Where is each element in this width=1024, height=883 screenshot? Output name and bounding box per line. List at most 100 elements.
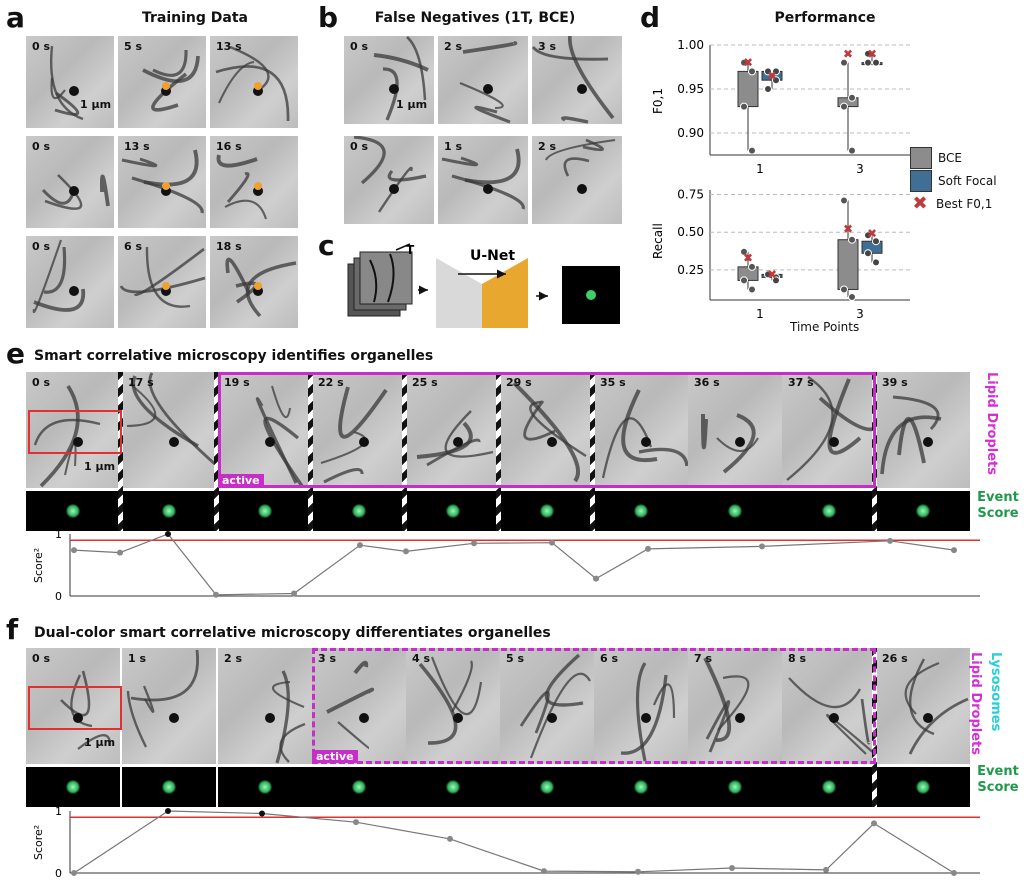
false-negative-tile: 0 s xyxy=(344,36,434,124)
time-label: 13 s xyxy=(216,40,242,53)
score-point xyxy=(353,819,359,826)
y-tick-label: 1.00 xyxy=(677,38,704,52)
training-tile: 5 s xyxy=(118,36,206,128)
score-point xyxy=(951,547,957,554)
score-point xyxy=(471,540,477,547)
time-label: 1 s xyxy=(128,652,147,665)
panel-b-label: b xyxy=(318,1,339,34)
time-label: 3 s xyxy=(318,652,337,665)
event-score-map xyxy=(876,491,970,531)
time-label: 5 s xyxy=(124,40,143,53)
data-point xyxy=(764,67,772,76)
time-label: 2 s xyxy=(538,140,557,153)
training-tile: 13 s xyxy=(210,36,298,128)
y-tick-label: 1 xyxy=(55,528,62,541)
event-score-map xyxy=(26,491,120,531)
e-event-score: Event Score xyxy=(977,490,1019,521)
y-tick-label: 1 xyxy=(55,805,62,818)
time-label: 7 s xyxy=(694,652,713,665)
frame-tile: 26 s xyxy=(876,648,970,764)
legend-best: ✖ Best F0,1 xyxy=(910,193,992,214)
legend-soft-focal-swatch xyxy=(910,170,932,192)
time-label: 3 s xyxy=(538,40,557,53)
event-score-map xyxy=(594,491,688,531)
frame-tile: 17 s xyxy=(122,372,216,488)
frame-tile: 39 s xyxy=(876,372,970,488)
data-point xyxy=(772,76,780,85)
frame-tile: 37 s xyxy=(782,372,876,488)
score-point xyxy=(951,870,957,876)
y-axis-label: Score² xyxy=(32,825,45,860)
event-score-map xyxy=(782,491,876,531)
y-axis-label: Recall xyxy=(651,223,665,259)
stack-frame-1 xyxy=(359,251,413,305)
data-point xyxy=(848,93,856,102)
scalebar-a: 1 µm xyxy=(80,98,112,111)
training-tile: 18 s xyxy=(210,236,298,328)
score-point xyxy=(759,543,765,550)
false-negative-tile: 1 s xyxy=(438,136,528,224)
frame-tile: 25 s xyxy=(406,372,500,488)
score-point xyxy=(165,531,171,537)
data-point xyxy=(748,285,756,294)
panel-d-title: Performance xyxy=(774,10,876,26)
event-score-map xyxy=(500,491,594,531)
score-line xyxy=(73,810,955,874)
event-score-map xyxy=(876,767,970,807)
time-label: 36 s xyxy=(694,376,720,389)
event-marker xyxy=(254,282,262,290)
score-point xyxy=(259,810,265,817)
false-negative-tile: 2 s xyxy=(438,36,528,124)
time-label: 5 s xyxy=(506,652,525,665)
panel-b-title: False Negatives (1T, BCE) xyxy=(374,10,576,26)
roi-box xyxy=(28,686,122,730)
active-chip: active xyxy=(312,750,358,763)
event-marker xyxy=(162,282,170,290)
time-label: 8 s xyxy=(788,652,807,665)
f-lipid-label: Lipid Droplets xyxy=(968,652,983,755)
frame-tile: 0 s xyxy=(26,372,120,488)
best-marker: ✖ xyxy=(867,47,877,61)
t-arrow xyxy=(395,243,411,251)
f-score-plot: 1 0 Score² xyxy=(32,805,980,880)
time-label: 16 s xyxy=(216,140,242,153)
score-point xyxy=(403,548,409,555)
frame-tile: 3 s xyxy=(312,648,406,764)
time-label: 2 s xyxy=(224,652,243,665)
data-point xyxy=(848,292,856,301)
frame-tile: 2 s xyxy=(218,648,312,764)
score-point xyxy=(213,591,219,598)
panel-a-title: Training Data xyxy=(142,10,248,26)
data-point xyxy=(848,146,856,155)
time-label: 35 s xyxy=(600,376,626,389)
frame-tile: 5 s xyxy=(500,648,594,764)
time-label: 39 s xyxy=(882,376,908,389)
y-tick-label: 0.95 xyxy=(677,82,704,96)
t-label: T xyxy=(406,243,415,257)
frame-tile: 22 s xyxy=(312,372,406,488)
score-line xyxy=(73,533,955,596)
best-marker: ✖ xyxy=(743,251,753,265)
training-tile: 0 s xyxy=(26,236,114,328)
data-point xyxy=(840,58,848,67)
y-axis-label: F0,1 xyxy=(651,88,665,114)
y-tick-label: 0 xyxy=(55,590,62,603)
time-label: 22 s xyxy=(318,376,344,389)
score-point xyxy=(729,865,735,872)
panel-f-label: f xyxy=(6,613,19,646)
e-score-plot: 1 0 Score² xyxy=(32,528,980,603)
legend-soft-focal: Soft Focal xyxy=(910,170,997,192)
active-window xyxy=(312,648,876,764)
panel-e-title: Smart correlative microscopy identifies … xyxy=(34,348,434,364)
data-point xyxy=(764,85,772,93)
score-point xyxy=(117,549,123,556)
data-point xyxy=(772,67,780,76)
y-tick-label: 0 xyxy=(55,867,62,880)
e-lipid-label: Lipid Droplets xyxy=(984,372,999,475)
data-point xyxy=(864,249,872,258)
event-marker xyxy=(254,182,262,190)
data-point xyxy=(740,58,748,67)
interval-stripe xyxy=(590,372,595,531)
time-label: 0 s xyxy=(32,240,51,253)
time-label: 2 s xyxy=(444,40,463,53)
